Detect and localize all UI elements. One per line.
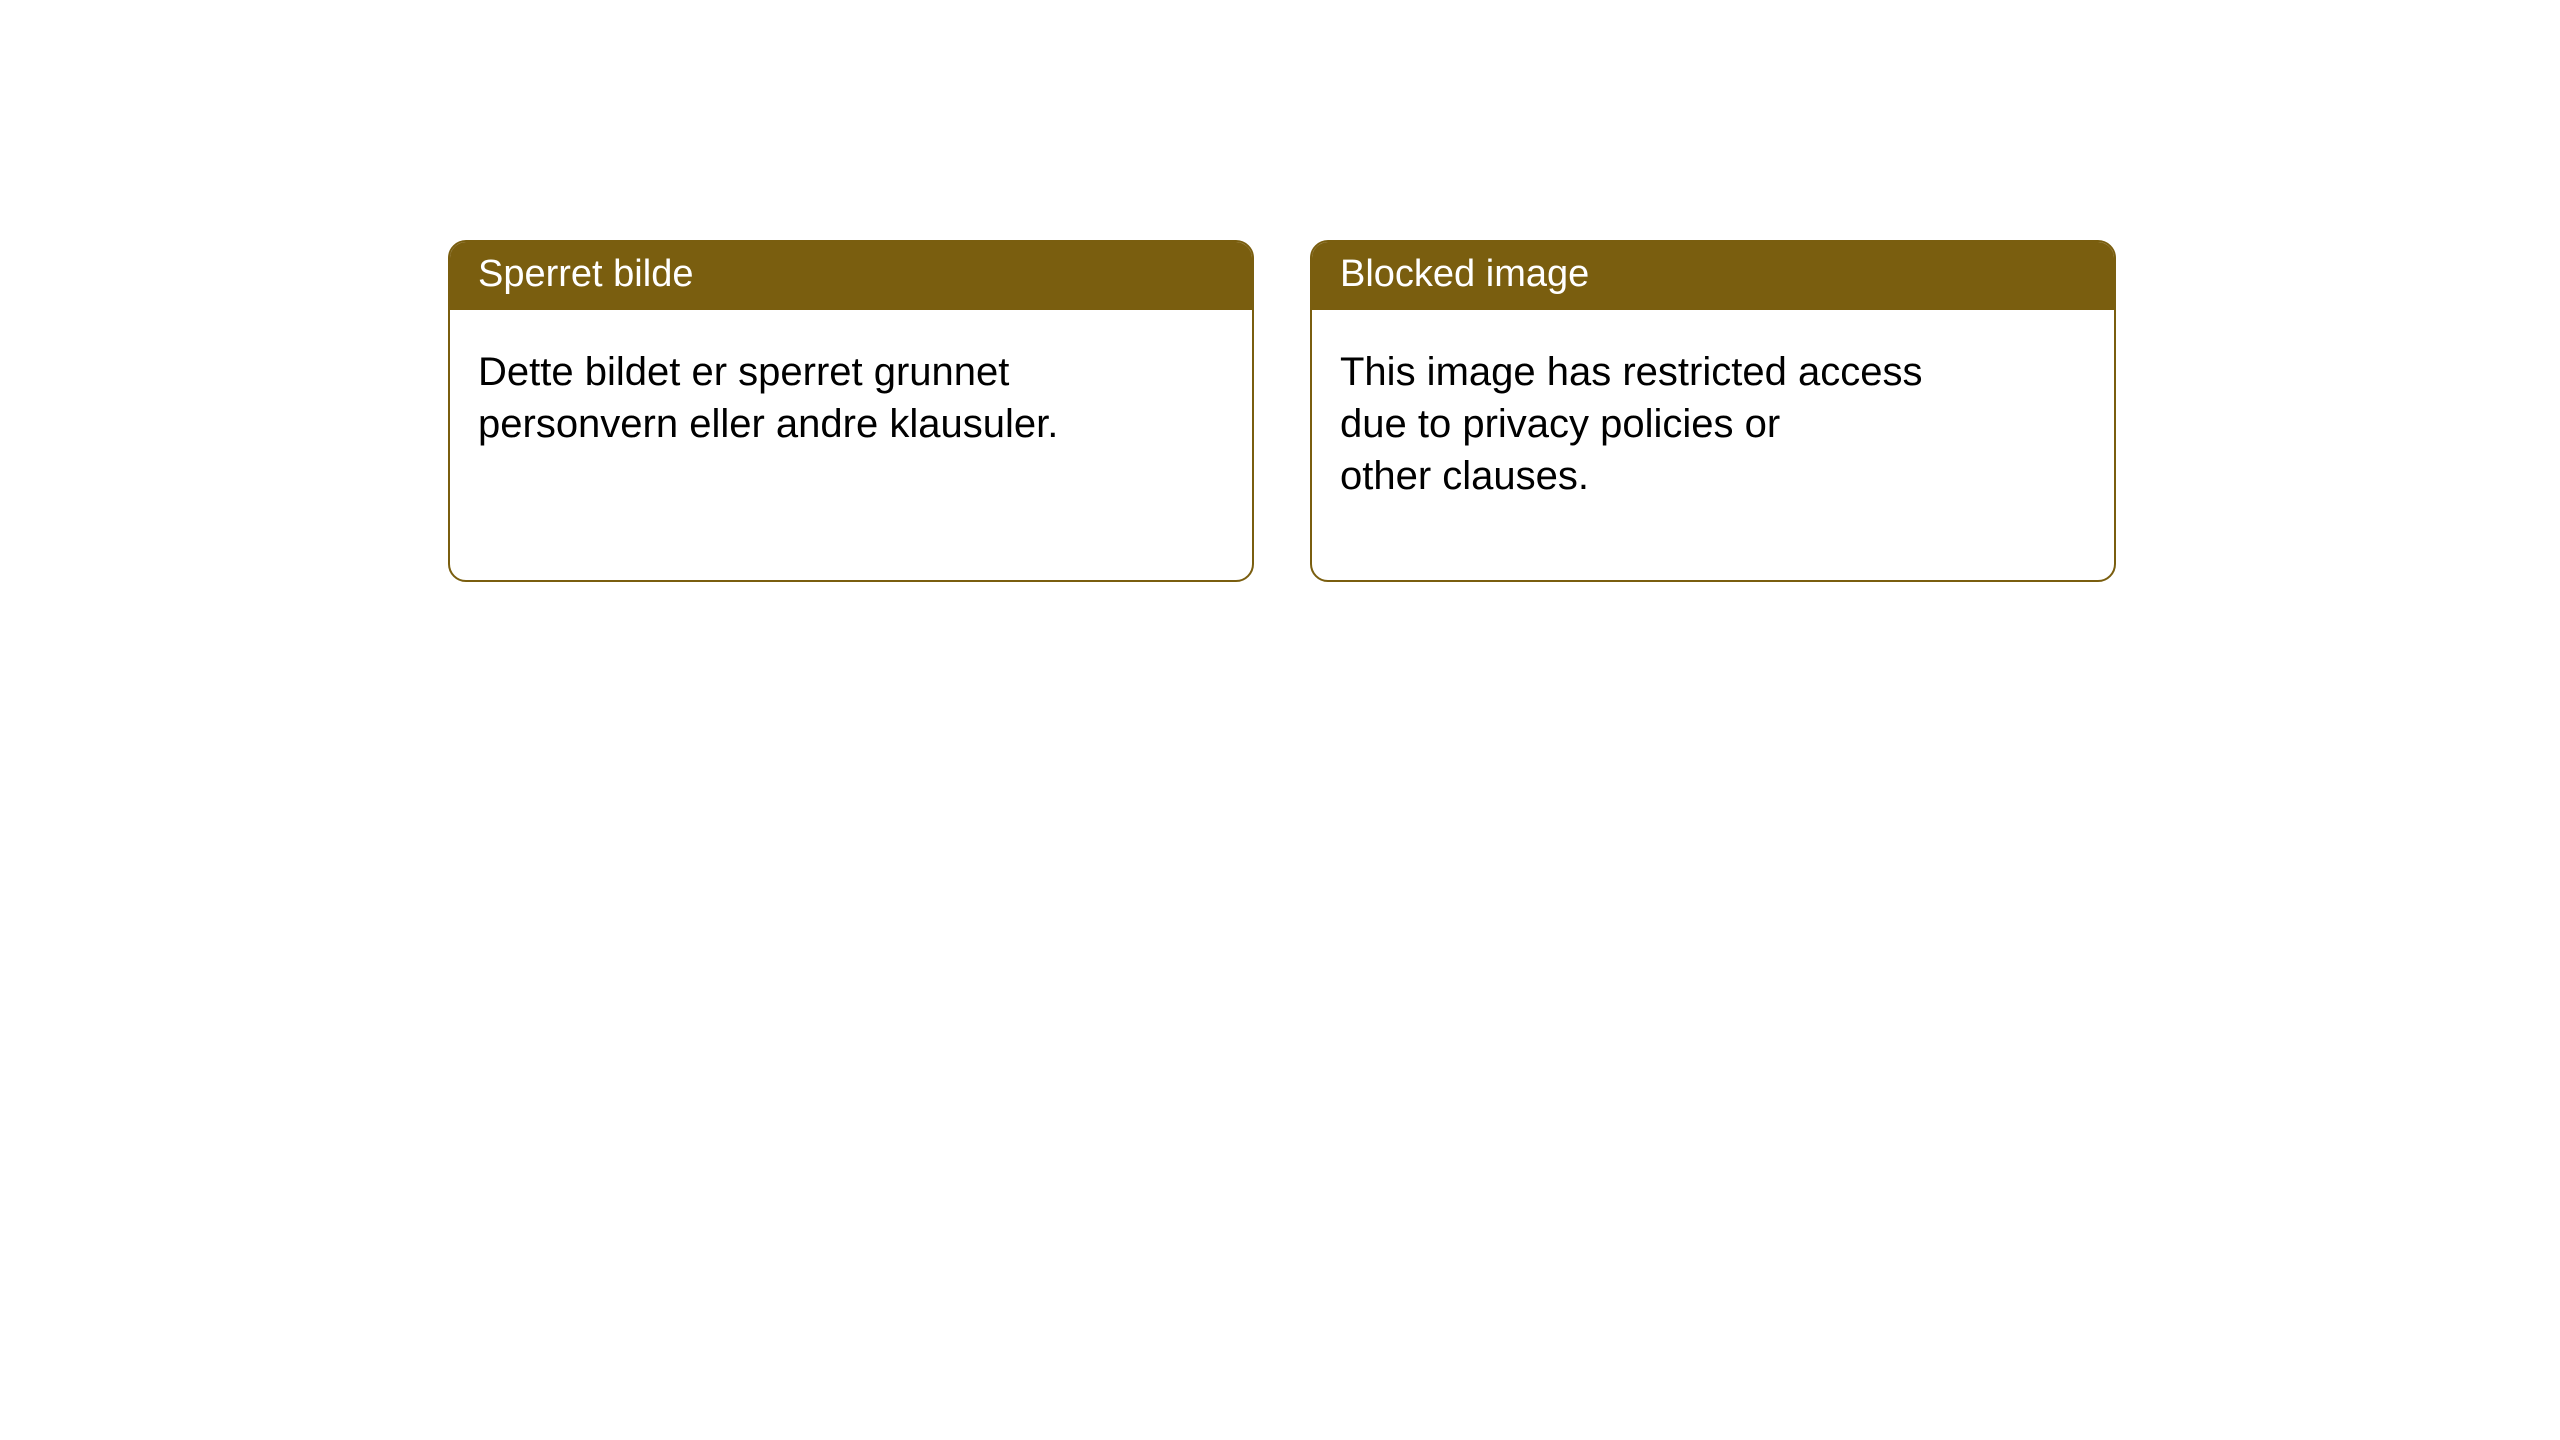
card-body: Dette bildet er sperret grunnet personve… [450, 310, 1252, 580]
card-body: This image has restricted access due to … [1312, 310, 2114, 580]
card-header: Blocked image [1312, 242, 2114, 310]
notice-card-english: Blocked image This image has restricted … [1310, 240, 2116, 582]
notice-card-norwegian: Sperret bilde Dette bildet er sperret gr… [448, 240, 1254, 582]
card-body-text: This image has restricted access due to … [1340, 346, 2086, 502]
card-title: Blocked image [1340, 253, 1589, 295]
card-body-text: Dette bildet er sperret grunnet personve… [478, 346, 1224, 450]
notice-cards-container: Sperret bilde Dette bildet er sperret gr… [448, 240, 2116, 582]
card-header: Sperret bilde [450, 242, 1252, 310]
card-title: Sperret bilde [478, 253, 693, 295]
